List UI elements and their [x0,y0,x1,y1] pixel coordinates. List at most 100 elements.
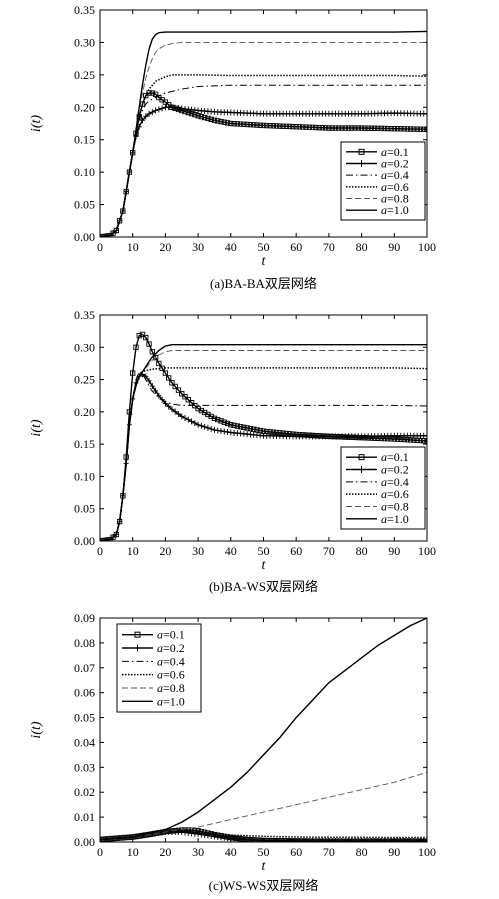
y-axis-label: i(t) [29,419,44,436]
legend-box [340,446,426,530]
x-axis-label: t [262,859,267,874]
y-tick-label: 0.25 [74,373,95,387]
legend-label: a=0.1 [381,145,409,159]
x-tick-label: 20 [159,240,171,254]
marker-square [241,424,247,431]
marker-square [234,423,240,429]
x-tick-label: 100 [418,240,436,254]
x-tick-label: 10 [127,544,139,558]
marker-plus [185,416,191,423]
y-tick-label: 0.00 [74,534,95,548]
marker-square [251,426,257,432]
marker-plus [179,413,185,420]
marker-plus [424,110,427,117]
marker-square [267,123,273,129]
x-tick-label: 50 [258,845,270,859]
marker-plus [146,110,152,117]
x-tick-label: 10 [127,240,139,254]
marker-plus [202,423,208,430]
marker-square [244,121,250,128]
series-group [100,618,427,842]
marker-square [296,124,303,130]
panel-caption: (c)WS-WS双层网络 [209,878,319,893]
series-line-a=0.8 [100,771,427,840]
marker-plus [169,406,175,413]
marker-square [309,124,316,131]
legend-marker-plus [358,160,365,167]
marker-square [143,334,149,341]
y-tick-label: 0.04 [74,735,95,749]
legend-label: a=0.6 [157,668,185,682]
marker-plus [143,113,149,120]
marker-square [198,113,205,120]
legend: a=0.1a=0.2a=0.4a=0.6a=0.8a=1.0 [340,446,426,530]
marker-square [355,125,361,131]
marker-square [231,422,237,429]
marker-square [130,370,136,376]
marker-square [287,123,293,130]
chart-panel-3: 0 10 20 30 40 50 60 70 80 90 100 0.00 0.01 0.02 0.03 0.… [29,611,436,893]
marker-square [172,383,178,390]
marker-square [421,126,427,132]
x-tick-label: 70 [323,544,335,558]
marker-square [414,126,420,132]
marker-square [169,380,175,386]
y-tick-label: 0.20 [74,100,95,114]
marker-square [218,118,224,125]
y-tick-label: 0.02 [74,785,95,799]
y-tick-label: 0.03 [74,760,95,774]
x-tick-label: 40 [225,845,237,859]
marker-square [424,126,427,132]
marker-square [352,125,358,131]
x-tick-label: 70 [323,845,335,859]
marker-square [211,117,218,123]
marker-square [342,125,348,131]
marker-square [175,387,182,393]
legend-label: a=1.0 [381,512,409,526]
x-tick-label: 80 [356,845,368,859]
legend-box [340,141,426,221]
legend-label: a=0.1 [157,628,185,642]
y-tick-label: 0.20 [74,405,95,419]
legend-label: a=0.2 [157,641,185,655]
marker-square [290,123,296,130]
marker-square [244,425,250,431]
legend-label: a=0.1 [381,450,409,464]
marker-square [247,122,254,128]
marker-plus [208,425,214,432]
legend-marker-square [134,631,141,638]
x-tick-label: 80 [356,240,368,254]
marker-plus [153,387,159,394]
series-line-a=1.0 [100,344,427,541]
x-tick-label: 60 [290,240,302,254]
marker-plus [198,422,204,429]
marker-square [316,125,322,131]
marker-square [408,126,414,132]
y-tick-label: 0.07 [74,661,95,675]
marker-square [215,416,221,423]
legend-label: a=0.6 [381,180,409,194]
marker-square [388,125,394,132]
marker-square [303,124,309,130]
chart-panel-1: 0 10 20 30 40 50 60 70 80 90 100 0.00 0.05 0.10 0.15 0.… [29,3,436,291]
y-tick-label: 0.00 [74,230,95,244]
x-tick-label: 90 [388,544,400,558]
marker-plus [172,408,178,415]
x-tick-label: 30 [192,544,204,558]
marker-square [205,115,211,122]
marker-square [358,125,365,131]
legend-marker-square [358,148,365,155]
series-line-a=1.0 [100,30,427,237]
marker-square [221,119,227,125]
x-tick-label: 40 [225,544,237,558]
marker-square [345,125,352,131]
marker-square [257,122,263,128]
marker-plus [205,424,211,431]
legend-label: a=0.8 [381,192,409,206]
marker-square [221,419,227,425]
marker-square [179,391,185,397]
x-tick-label: 0 [97,240,103,254]
y-tick-label: 0.15 [74,133,95,147]
legend-marker-plus [134,644,141,652]
marker-plus [424,432,427,439]
